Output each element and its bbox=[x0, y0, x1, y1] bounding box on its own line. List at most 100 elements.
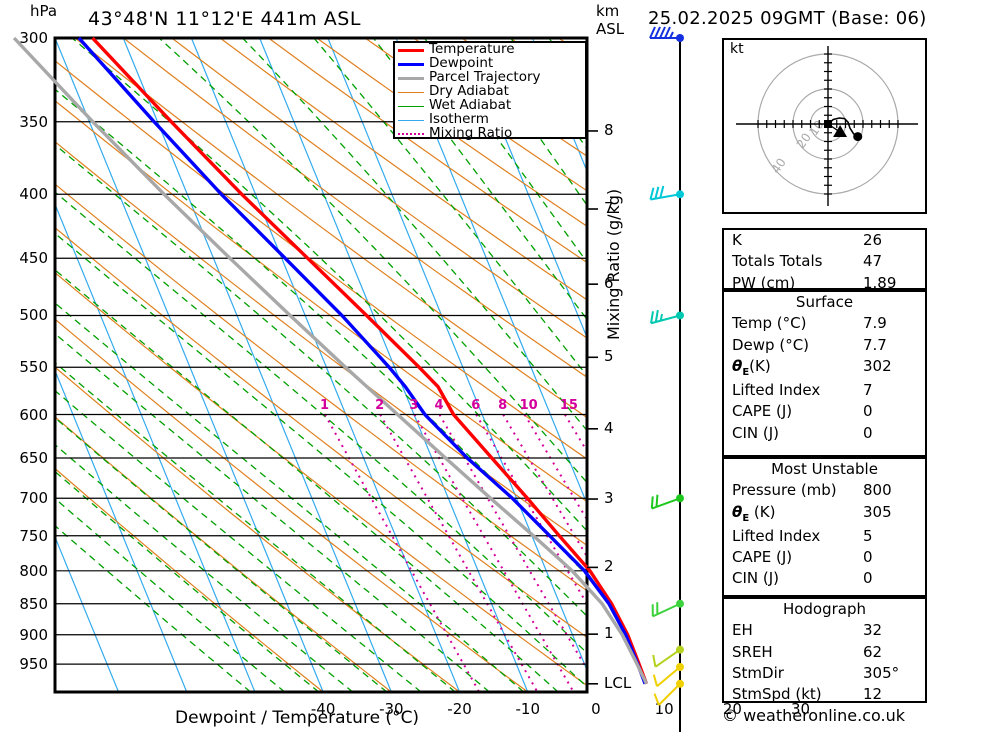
mixing-ratio-value-label: 4 bbox=[434, 397, 444, 413]
legend-swatch bbox=[398, 119, 424, 121]
legend-label: Dewpoint bbox=[429, 55, 494, 72]
pressure-tick-label: 750 bbox=[19, 526, 48, 545]
panel-row-value: 12 bbox=[863, 685, 883, 704]
panel-row-label: Lifted Index bbox=[732, 526, 821, 545]
dry-adiabat-line bbox=[55, 59, 587, 460]
panel-row-label: Totals Totals bbox=[732, 252, 823, 271]
legend-label: Temperature bbox=[429, 41, 515, 58]
pressure-tick-label: 900 bbox=[19, 625, 48, 644]
pressure-tick-label: 650 bbox=[19, 448, 48, 467]
wind-barb bbox=[649, 185, 684, 201]
pressure-tick-label: 300 bbox=[19, 29, 48, 47]
pressure-tick-label: 450 bbox=[19, 249, 48, 268]
temperature-tick-label: 20 bbox=[722, 700, 742, 718]
wet-adiabat-line bbox=[55, 389, 422, 692]
panel-title: Hodograph bbox=[782, 600, 867, 618]
panel-row-value: 32 bbox=[863, 621, 883, 640]
height-tick-label: 6 bbox=[604, 274, 614, 293]
mixing-ratio-axis-title: Mixing Ratio (g/kg) bbox=[604, 188, 623, 340]
panel-row-value: 0 bbox=[863, 548, 873, 567]
legend-swatch bbox=[398, 105, 424, 107]
panel-row: Pressure (mb) 800 bbox=[724, 480, 925, 501]
temperature-tick-label: 30 bbox=[791, 700, 811, 718]
hodograph-stats-panel: Hodograph EH 32 SREH 62 StmDir 305° StmSpd (kt)… bbox=[722, 597, 927, 703]
pressure-tick-label: 350 bbox=[19, 112, 48, 131]
panel-row: Lifted Index 5 bbox=[724, 526, 925, 547]
panel-row-value: 800 bbox=[863, 481, 892, 500]
legend-item-parcel-trajectory: Parcel Trajectory bbox=[398, 71, 585, 85]
panel-row-label: θE (K) bbox=[732, 502, 776, 524]
pressure-tick-label: 950 bbox=[19, 655, 48, 674]
panel-row-label: CIN (J) bbox=[732, 423, 780, 442]
height-tick-label: 1 bbox=[604, 624, 614, 643]
lcl-label: LCL bbox=[604, 673, 632, 692]
panel-row-value: 302 bbox=[863, 356, 892, 375]
panel-row: θE(K) 302 bbox=[724, 356, 925, 380]
panel-row: CAPE (J) 0 bbox=[724, 547, 925, 568]
mixing-ratio-value-label: 8 bbox=[498, 397, 508, 413]
wet-adiabat-line bbox=[55, 191, 587, 654]
profile-line-parcel-trajectory bbox=[12, 36, 649, 685]
panel-row-value: 26 bbox=[863, 231, 883, 249]
panel-row-label: Dewp (°C) bbox=[732, 335, 810, 354]
wet-adiabat-line bbox=[55, 416, 388, 692]
wind-barb bbox=[649, 26, 684, 42]
panel-row-label: SREH bbox=[732, 642, 773, 661]
panel-row: StmSpd (kt) 12 bbox=[724, 684, 925, 705]
legend-item-mixing-ratio: Mixing Ratio bbox=[398, 127, 585, 141]
panel-row: PW (cm) 1.89 bbox=[724, 273, 925, 294]
isotherm-line bbox=[531, 38, 587, 173]
wet-adiabat-line bbox=[372, 38, 587, 321]
wind-barb bbox=[650, 309, 684, 325]
height-unit-label: km bbox=[596, 2, 620, 20]
legend-item-isotherm: Isotherm bbox=[398, 113, 585, 127]
hodograph-ring-label: 40 bbox=[769, 156, 789, 177]
pressure-tick-label: 800 bbox=[19, 561, 48, 580]
isotherm-line bbox=[463, 38, 587, 340]
x-axis-title: Dewpoint / Temperature (°C) bbox=[175, 708, 420, 728]
panel-title: Surface bbox=[795, 293, 854, 311]
panel-row-label: CAPE (J) bbox=[732, 548, 793, 567]
panel-row-label: Lifted Index bbox=[732, 381, 821, 400]
panel-row-value: 7.9 bbox=[863, 314, 887, 333]
panel-row: Lifted Index 7 bbox=[724, 380, 925, 401]
panel-row-label: Pressure (mb) bbox=[732, 481, 837, 500]
isotherm-line bbox=[55, 535, 120, 692]
panel-row-label: EH bbox=[732, 621, 753, 640]
surface-panel: Surface Temp (°C) 7.9 Dewp (°C) 7.7 θE(K) 302 L… bbox=[722, 290, 927, 457]
wind-barb bbox=[652, 645, 684, 668]
panel-row-label: StmDir bbox=[732, 663, 784, 682]
temperature-tick-label: -20 bbox=[447, 700, 472, 718]
panel-row: Dewp (°C) 7.7 bbox=[724, 335, 925, 356]
pressure-tick-label: 850 bbox=[19, 594, 48, 613]
panel-row: CIN (J) 0 bbox=[724, 423, 925, 444]
panel-row-value: 62 bbox=[863, 642, 883, 661]
dry-adiabat-line bbox=[268, 38, 587, 264]
legend-item-wet-adiabat: Wet Adiabat bbox=[398, 99, 585, 113]
legend-swatch bbox=[398, 48, 424, 52]
temperature-tick-label: -30 bbox=[379, 700, 404, 718]
chart-legend: Temperature Dewpoint Parcel Trajectory Dry … bbox=[393, 41, 587, 141]
isotherm-line bbox=[55, 38, 324, 692]
pressure-tick-label: 700 bbox=[19, 489, 48, 508]
dry-adiabat-line bbox=[55, 467, 324, 692]
height-unit-label-2: ASL bbox=[596, 20, 625, 38]
wind-barb bbox=[650, 494, 684, 510]
mixing-ratio-value-label: 15 bbox=[559, 397, 578, 413]
panel-row-value: 7.7 bbox=[863, 335, 887, 354]
panel-row-value: 7 bbox=[863, 381, 873, 400]
pressure-tick-label: 500 bbox=[19, 306, 48, 325]
legend-label: Isotherm bbox=[429, 111, 489, 128]
most-unstable-panel: Most Unstable Pressure (mb) 800 θE (K) 305 Li… bbox=[722, 457, 927, 597]
pressure-tick-label: 600 bbox=[19, 405, 48, 424]
legend-swatch bbox=[398, 62, 424, 66]
legend-swatch bbox=[398, 133, 424, 135]
panel-row-value: 0 bbox=[863, 402, 873, 421]
wind-barb bbox=[653, 679, 684, 706]
panel-row-value: 305 bbox=[863, 502, 892, 521]
mixing-ratio-value-label: 1 bbox=[319, 397, 329, 413]
isotherm-line bbox=[55, 202, 256, 692]
isotherm-line bbox=[122, 38, 392, 692]
dry-adiabat-line bbox=[219, 38, 587, 301]
